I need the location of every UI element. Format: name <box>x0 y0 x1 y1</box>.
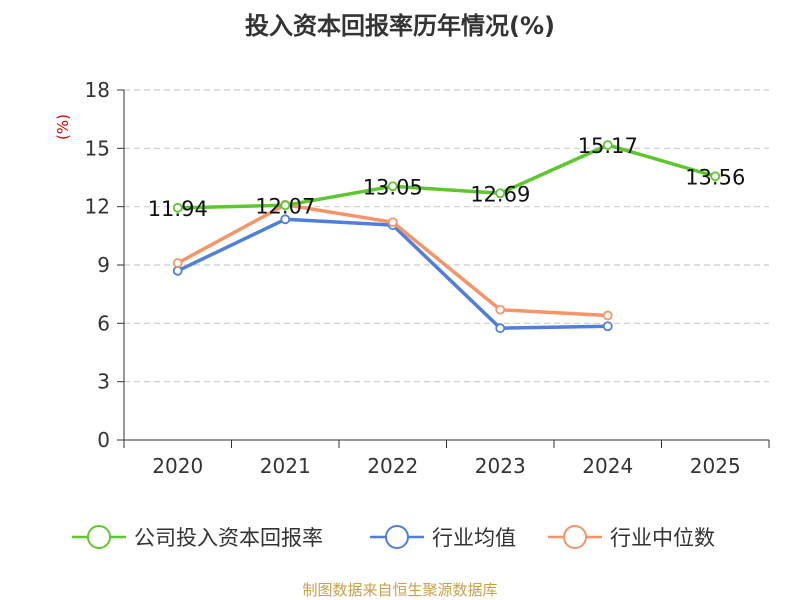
y-axis-label: (%) <box>54 114 72 140</box>
data-point <box>172 258 183 268</box>
data-label: 13.56 <box>685 165 745 189</box>
data-point <box>387 181 398 192</box>
data-point <box>280 200 291 211</box>
y-tick-label: 3 <box>97 370 110 394</box>
legend: 公司投入资本回报率 行业均值 行业中位数 <box>72 525 715 550</box>
legend-marker <box>87 525 111 549</box>
data-point <box>387 217 398 228</box>
data-point <box>710 171 721 182</box>
data-point <box>602 310 613 321</box>
y-tick-label: 12 <box>85 195 110 219</box>
x-tick-label: 2023 <box>475 454 526 478</box>
x-tick-label: 2020 <box>152 454 203 478</box>
data-point <box>602 321 613 332</box>
x-tick-label: 2024 <box>582 454 633 478</box>
chart-title: 投入资本回报率历年情况(%) <box>245 12 555 40</box>
source-note: 制图数据来自恒生聚源数据库 <box>302 581 497 599</box>
data-point <box>495 188 506 199</box>
data-point <box>495 304 506 315</box>
data-label: 13.05 <box>363 175 423 199</box>
data-point <box>172 202 183 213</box>
x-tick-label: 2025 <box>690 454 741 478</box>
y-tick-label: 9 <box>97 253 110 277</box>
x-tick-label: 2021 <box>260 454 311 478</box>
data-labels: 11.94 12.07 13.05 12.69 15.17 13.56 <box>148 134 746 221</box>
data-label: 12.07 <box>255 194 315 218</box>
legend-label: 行业中位数 <box>610 526 715 550</box>
legend-marker <box>563 525 587 549</box>
legend-marker <box>385 525 409 549</box>
data-point <box>602 140 613 150</box>
y-tick-label: 6 <box>97 311 110 335</box>
legend-label: 公司投入资本回报率 <box>134 526 323 550</box>
axes: 0 3 6 9 12 15 18 2020 2021 2022 2023 2024 2025 <box>85 78 770 478</box>
series-lines <box>172 140 721 334</box>
y-tick-label: 0 <box>97 428 110 452</box>
grid-lines <box>124 89 769 383</box>
data-point <box>280 214 291 225</box>
series-line-0 <box>176 143 717 210</box>
y-tick-label: 18 <box>85 78 110 102</box>
y-tick-label: 15 <box>85 136 110 160</box>
x-tick-label: 2022 <box>367 454 418 478</box>
data-point <box>495 323 506 334</box>
data-label: 15.17 <box>578 134 638 158</box>
data-label: 11.94 <box>148 197 208 221</box>
data-point <box>172 265 183 276</box>
data-label: 12.69 <box>470 182 530 206</box>
legend-label: 行业均值 <box>432 526 516 550</box>
